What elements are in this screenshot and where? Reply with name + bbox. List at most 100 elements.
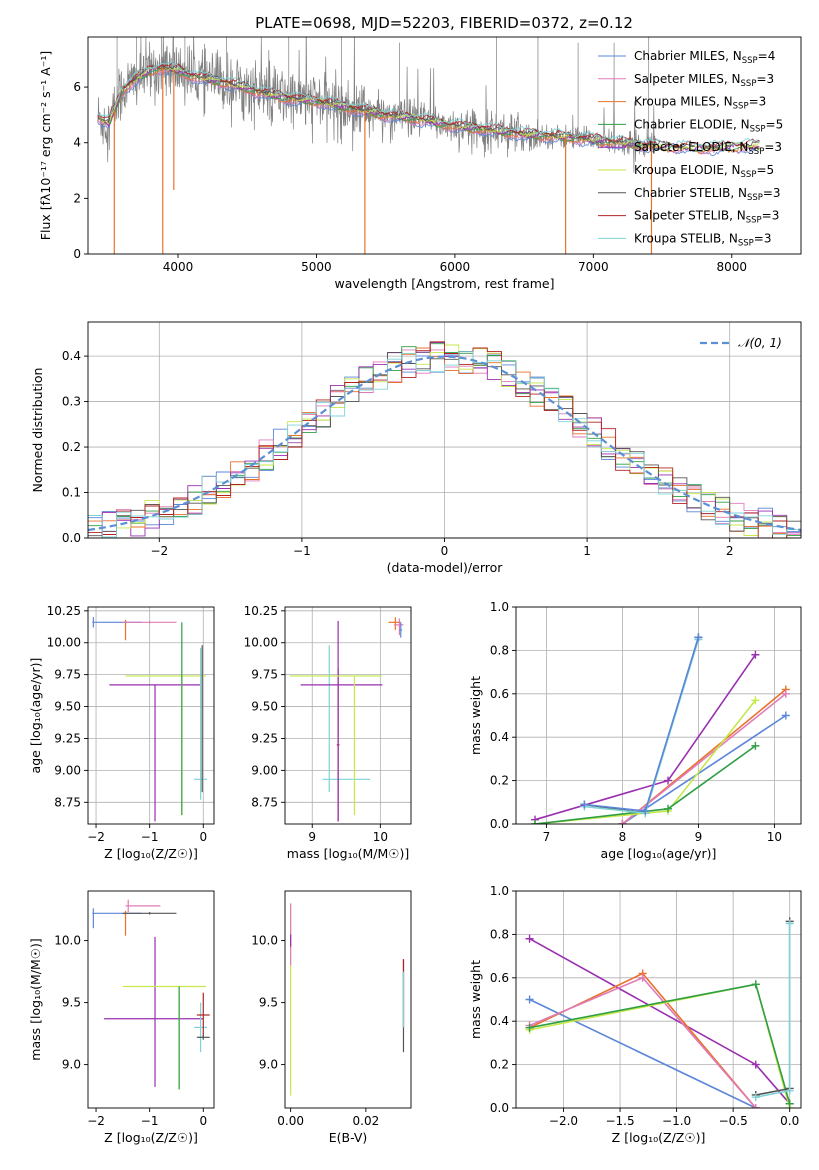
y-tick-label: 8.75 xyxy=(251,795,278,809)
weight-marker xyxy=(785,1099,794,1108)
legend-subscript: SSP xyxy=(738,238,754,248)
weight-marker xyxy=(694,633,703,642)
legend-entry: Chabrier MILES, NSSP=4 xyxy=(634,49,775,66)
legend-label: Salpeter STELIB, N xyxy=(634,209,746,223)
x-axis-label: wavelength [Angstrom, rest frame] xyxy=(334,276,554,291)
x-tick-label: 1 xyxy=(583,544,591,558)
y-axis-label: age [log₁₀(age/yr)] xyxy=(28,658,43,774)
residuals-panel: −2 −1 0 1 2 0.0 0.1 0.2 0.3 0.4 (data-model)/error… xyxy=(30,321,802,575)
legend-label: Chabrier STELIB, N xyxy=(634,186,747,200)
y-axis-label: mass weight xyxy=(468,960,483,1039)
x-tick-label: −1.5 xyxy=(605,1114,634,1128)
weight-marker xyxy=(785,1086,794,1095)
y-tick-label: 0.2 xyxy=(62,440,81,454)
y-tick-label: 0.0 xyxy=(490,1101,509,1115)
x-tick-label: 0 xyxy=(199,830,207,844)
weight-series-line xyxy=(584,639,700,814)
plot-area xyxy=(92,617,208,822)
legend-subscript: SSP xyxy=(742,56,758,66)
x-tick-label: −2.0 xyxy=(549,1114,578,1128)
weight-marker xyxy=(781,711,790,720)
mass-vs-metallicity-panel: −2 −1 0 9.0 9.5 10.0 Z [log₁₀(Z/Z☉)] mass [log₁… xyxy=(28,890,215,1145)
y-tick-label: 0.4 xyxy=(62,349,81,363)
weight-marker xyxy=(751,1093,760,1102)
x-tick-label: 8 xyxy=(619,830,627,844)
legend-suffix: =5 xyxy=(756,163,774,177)
weight-series-line xyxy=(755,921,791,1096)
weight-series-line xyxy=(621,693,787,824)
legend-label: Salpeter ELODIE, N xyxy=(634,140,748,154)
y-tick-label: 0.0 xyxy=(490,817,509,831)
x-axis-label: E(B-V) xyxy=(329,1130,368,1145)
y-tick-label: 9.0 xyxy=(62,1058,81,1072)
y-tick-label: 0.8 xyxy=(490,927,509,941)
weight-marker xyxy=(641,806,650,815)
x-tick-label: 2 xyxy=(726,544,734,558)
y-tick-label: 0.8 xyxy=(490,643,509,657)
x-tick-label: 0.02 xyxy=(353,1114,380,1128)
axes-frame xyxy=(87,606,215,825)
y-tick-label: 0.2 xyxy=(490,774,509,788)
x-tick-label: 4000 xyxy=(163,260,194,274)
x-tick-label: −1 xyxy=(141,830,159,844)
plot-area xyxy=(525,917,794,1108)
weight-marker xyxy=(751,741,760,750)
legend-suffix: =3 xyxy=(756,72,774,86)
legend-label: Kroupa MILES, N xyxy=(634,95,733,109)
x-axis-label: Z [log₁₀(Z/Z☉)] xyxy=(104,1130,198,1145)
x-tick-label: −1.0 xyxy=(662,1114,691,1128)
weight-marker xyxy=(751,1060,760,1069)
figure-title: PLATE=0698, MJD=52203, FIBERID=0372, z=0… xyxy=(255,14,633,32)
y-tick-label: 2 xyxy=(73,191,81,205)
weight-marker xyxy=(664,804,672,813)
y-tick-label: 9.25 xyxy=(251,731,278,745)
normal-reference-curve xyxy=(88,355,801,532)
legend-subscript: SSP xyxy=(746,216,762,226)
x-axis-label: Z [log₁₀(Z/Z☉)] xyxy=(612,1130,706,1145)
weight-series-line xyxy=(529,983,791,1104)
y-tick-label: 1.0 xyxy=(490,884,509,898)
x-axis-label: age [log₁₀(age/yr)] xyxy=(601,846,717,861)
axes-frame xyxy=(515,890,802,1109)
weight-marker xyxy=(525,1023,534,1032)
y-tick-label: 9.50 xyxy=(251,700,278,714)
axes-frame xyxy=(284,890,412,1109)
x-tick-label: 8000 xyxy=(717,260,748,274)
legend-suffix: =3 xyxy=(754,231,772,245)
model-spectrum-line xyxy=(97,70,760,157)
x-tick-label: −2 xyxy=(150,544,168,558)
age-vs-mass-panel: 9 10 8.75 9.00 9.25 9.50 9.75 10.00 10.25 mass [l… xyxy=(244,604,412,861)
legend-subscript: SSP xyxy=(750,124,766,134)
y-tick-label: 8.75 xyxy=(54,795,81,809)
x-tick-label: −0.5 xyxy=(719,1114,748,1128)
y-tick-label: 10.25 xyxy=(47,604,81,618)
legend-label: Chabrier MILES, N xyxy=(634,49,742,63)
weight-marker xyxy=(531,820,539,824)
y-tick-label: 0.4 xyxy=(490,730,509,744)
plot-area xyxy=(289,617,404,822)
model-spectrum-line xyxy=(97,60,760,148)
x-tick-label: 9 xyxy=(695,830,703,844)
y-axis-label: Normed distribution xyxy=(30,368,45,493)
residual-histogram xyxy=(88,347,801,538)
legend-suffix: =3 xyxy=(764,140,782,154)
plot-area xyxy=(531,633,790,824)
x-tick-label: −2 xyxy=(87,1114,105,1128)
legend-suffix: =4 xyxy=(758,49,776,63)
legend-suffix: =3 xyxy=(749,95,767,109)
legend-subscript: SSP xyxy=(741,79,757,89)
weight-marker xyxy=(751,1104,760,1108)
y-tick-label: 9.5 xyxy=(259,996,278,1010)
x-tick-label: 5000 xyxy=(301,260,332,274)
y-tick-label: 10.25 xyxy=(244,604,278,618)
y-tick-label: 9.5 xyxy=(62,996,81,1010)
x-tick-label: −1 xyxy=(293,544,311,558)
axes-frame xyxy=(515,606,802,825)
weight-marker xyxy=(638,973,647,982)
legend-label: Kroupa ELODIE, N xyxy=(634,163,741,177)
x-axis-label: Z [log₁₀(Z/Z☉)] xyxy=(104,846,198,861)
residual-histogram xyxy=(88,351,801,537)
x-tick-label: −1 xyxy=(141,1114,159,1128)
x-tick-label: 7 xyxy=(543,830,551,844)
